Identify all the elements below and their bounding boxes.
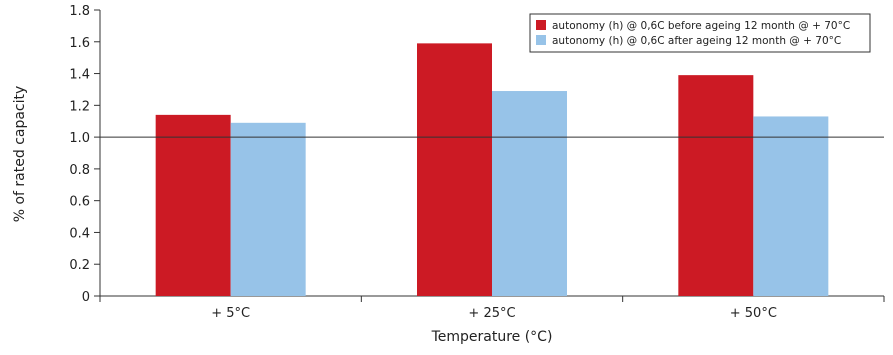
- y-tick-label: 1.0: [69, 131, 90, 146]
- y-tick-label: 1.2: [69, 99, 90, 114]
- legend: autonomy (h) @ 0,6C before ageing 12 mon…: [529, 13, 871, 53]
- y-tick-label: 0.8: [69, 163, 90, 178]
- bar-series-1-1: [155, 114, 231, 296]
- x-tick-label: + 25°C: [468, 306, 515, 321]
- legend-swatch-2: [536, 35, 546, 45]
- bars: [155, 43, 829, 297]
- bar-series-2-2: [492, 91, 567, 297]
- x-tick-label: + 5°C: [211, 306, 250, 321]
- bar-series-2-1: [230, 122, 306, 296]
- bar-series-1-2: [417, 43, 492, 296]
- axes: 0 0.2 0.4 0.6 0.8 1.0 1.2 1.4 1.6 1.8 + 5°C + 25°C +…: [69, 4, 885, 321]
- x-tick-label: + 50°C: [730, 306, 777, 321]
- y-tick-label: 0.6: [69, 195, 90, 210]
- x-axis-label: Temperature (°C): [431, 329, 553, 345]
- axis-labels: % of rated capacity Temperature (°C): [12, 86, 552, 345]
- legend-label-2: autonomy (h) @ 0,6C after ageing 12 mont…: [552, 35, 841, 47]
- y-tick-label: 0: [82, 290, 90, 305]
- legend-label-1: autonomy (h) @ 0,6C before ageing 12 mon…: [552, 20, 850, 32]
- y-tick-label: 0.4: [69, 226, 90, 241]
- y-tick-label: 1.6: [69, 36, 90, 51]
- bar-series-1-3: [678, 75, 754, 297]
- y-tick-label: 0.2: [69, 258, 90, 273]
- legend-swatch-1: [536, 20, 546, 30]
- bar-series-2-3: [753, 116, 829, 296]
- y-tick-label: 1.4: [69, 68, 90, 83]
- legend-box: [529, 13, 871, 53]
- y-axis-label: % of rated capacity: [12, 86, 28, 223]
- y-tick-label: 1.8: [69, 4, 90, 19]
